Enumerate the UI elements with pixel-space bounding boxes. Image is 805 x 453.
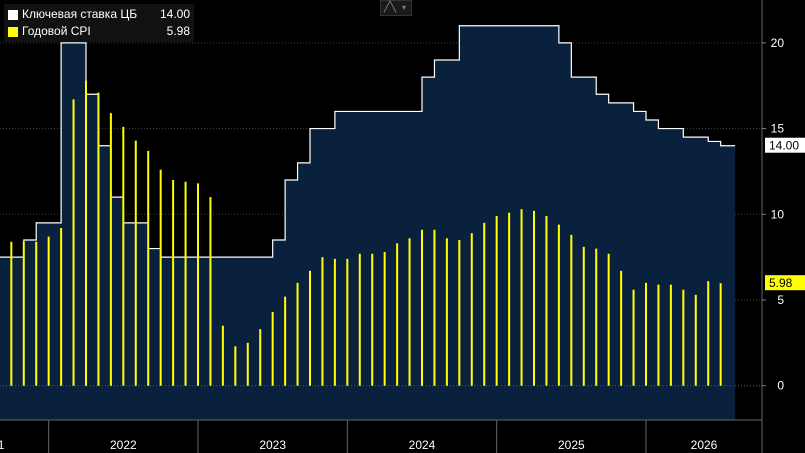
x-tick-label: 2021	[0, 438, 5, 452]
rate-last-value: 14.00	[769, 139, 799, 153]
y-tick-label: 20	[771, 36, 785, 50]
chart-type-button[interactable]: ╱╲ ▾	[380, 0, 412, 16]
y-tick-label: 10	[771, 207, 785, 221]
y-tick-label: 15	[771, 122, 785, 136]
legend: Ключевая ставка ЦБ 14.00 Годовой CPI 5.9…	[4, 4, 194, 42]
chevron-down-icon: ▾	[402, 3, 407, 12]
x-tick-label: 2025	[558, 438, 585, 452]
x-tick-label: 2022	[110, 438, 137, 452]
legend-rate-swatch	[8, 9, 18, 20]
y-tick-label: 5	[777, 293, 784, 307]
legend-cpi-swatch	[8, 26, 18, 37]
legend-rate-label: Ключевая ставка ЦБ	[22, 7, 138, 21]
legend-cpi[interactable]: Годовой CPI 5.98	[8, 23, 190, 40]
legend-rate[interactable]: Ключевая ставка ЦБ 14.00	[8, 6, 190, 23]
legend-cpi-value: 5.98	[166, 24, 190, 38]
y-tick-label: 0	[777, 379, 784, 393]
rate-line	[0, 25, 736, 258]
legend-rate-value: 14.00	[159, 7, 190, 21]
cpi-last-value-bg	[765, 275, 805, 291]
x-tick-label: 2023	[259, 438, 286, 452]
x-tick-label: 2026	[691, 438, 718, 452]
cpi-last-value: 5.98	[769, 276, 793, 290]
x-tick-label: 2024	[409, 438, 436, 452]
legend-cpi-label: Годовой CPI	[22, 24, 91, 38]
line-chart-icon: ╱╲	[384, 2, 397, 13]
rate-last-value-bg	[765, 137, 805, 153]
rate-area	[0, 25, 736, 420]
